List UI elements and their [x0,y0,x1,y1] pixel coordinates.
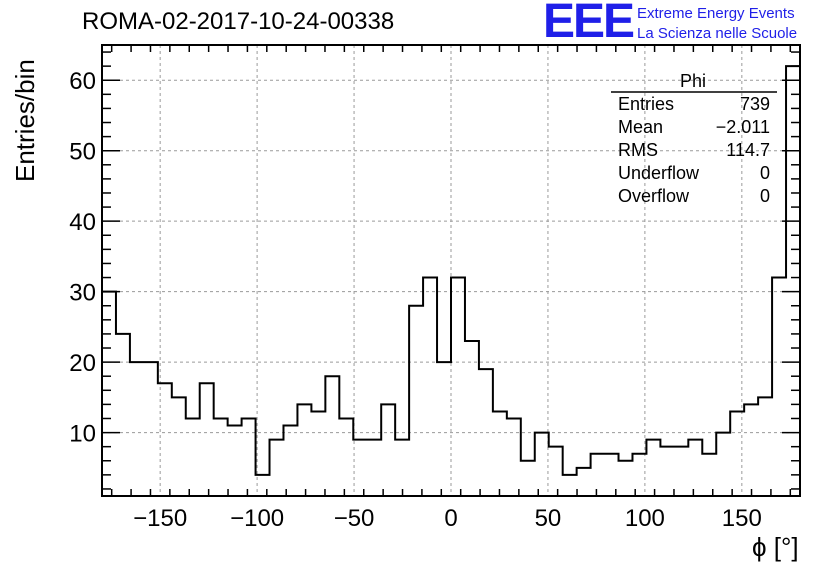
histogram-bin [325,376,339,496]
histogram-bin [116,334,130,496]
y-tick-label: 30 [69,280,96,307]
histogram-bin [563,475,577,496]
y-tick-label: 40 [69,209,96,236]
histogram-bin [172,397,186,496]
histogram-bin [730,411,744,496]
histogram-bin [507,418,521,496]
histogram-bin [577,468,591,496]
histogram-bin [786,66,800,496]
stats-value: 114.7 [726,140,770,160]
histogram-bin [395,440,409,496]
histogram-bin [465,341,479,496]
histogram-bin [186,418,200,496]
histogram-bin [367,440,381,496]
stats-label: Overflow [618,186,690,206]
histogram-bin [646,440,660,496]
y-tick-label: 20 [69,350,96,377]
histogram-bin [591,454,605,496]
x-tick-label: 100 [625,505,665,532]
stats-value: 739 [740,94,770,114]
x-tick-label: 150 [722,505,762,532]
histogram-bin [297,404,311,496]
histogram-bin [772,278,786,496]
y-tick-label: 10 [69,421,96,448]
histogram-bin [451,278,465,496]
histogram-bin [535,433,549,496]
x-tick-label: −50 [334,505,375,532]
histogram-bin [702,454,716,496]
histogram-bin [200,383,214,496]
histogram-bin [242,418,256,496]
histogram-bin [144,362,158,496]
stats-label: Mean [618,117,663,137]
histogram-bin [423,278,437,496]
x-tick-label: 50 [535,505,562,532]
eee-logo: EEE [543,0,635,48]
histogram-bin [409,306,423,496]
logo-line-2: La Scienza nelle Scuole [637,25,798,42]
x-tick-label: 0 [444,505,457,532]
stats-value: 0 [760,186,770,206]
histogram-bin [493,411,507,496]
histogram-bin [228,426,242,496]
histogram-bin [381,404,395,496]
y-tick-label: 60 [69,68,96,95]
histogram-bin [339,418,353,496]
histogram-bin [130,362,144,496]
stats-title: Phi [680,71,706,91]
histogram-bin [716,433,730,496]
tick-labels: −150 −100 −50 0 50 100 150 10 20 30 40 50 60 [69,68,762,532]
histogram-bin [311,411,325,496]
histogram-bin [283,426,297,496]
stats-value: 0 [760,163,770,183]
x-tick-label: −100 [230,505,284,532]
stats-label: RMS [618,140,658,160]
chart-title: ROMA-02-2017-10-24-00338 [82,8,395,35]
histogram-bin [353,440,367,496]
histogram-bin [521,461,535,496]
histogram-bin [479,369,493,496]
x-tick-label: −150 [133,505,187,532]
histogram-bin [437,362,451,496]
logo-line-1: Extreme Energy Events [637,5,795,22]
stats-box: Phi Entries 739 Mean −2.011 RMS 114.7 Underflow… [611,71,777,206]
plot-frame [101,44,801,497]
histogram-bin [619,461,633,496]
histogram-bin [674,447,688,496]
stats-label: Entries [618,94,674,114]
histogram-bin [214,418,228,496]
y-tick-label: 50 [69,139,96,166]
histogram-bin [660,447,674,496]
stats-label: Underflow [618,163,700,183]
histogram-bin [270,440,284,496]
histogram-outline [102,45,801,476]
histogram-bin [102,292,116,496]
histogram-bin [758,397,772,496]
histogram-bin [688,440,702,496]
x-axis-label: ϕ [°] [752,532,799,562]
histogram-bin [158,383,172,496]
axis-ticks [102,45,800,496]
histogram-bin [549,447,563,496]
histogram-bin [744,404,758,496]
stats-value: −2.011 [716,117,770,137]
